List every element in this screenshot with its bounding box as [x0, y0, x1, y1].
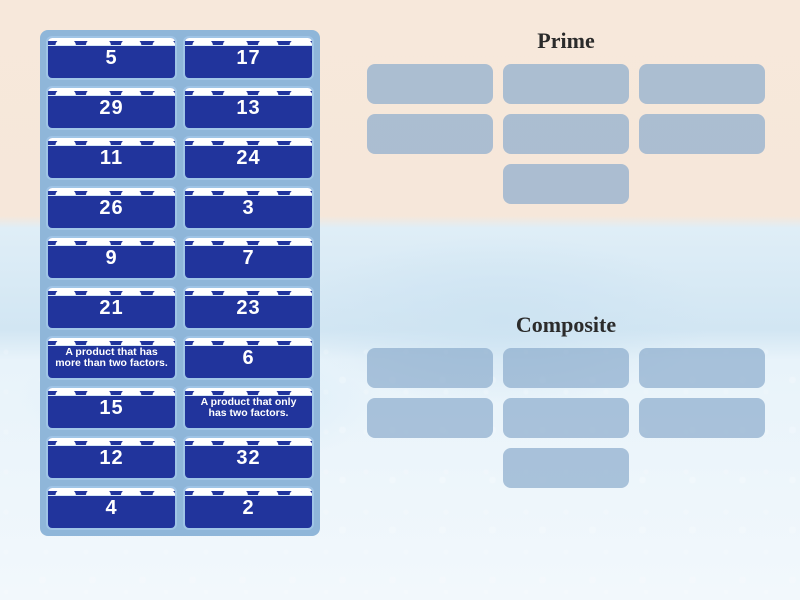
- draggable-tile[interactable]: 15: [46, 386, 177, 430]
- draggable-tile[interactable]: 7: [183, 236, 314, 280]
- tile-label: 26: [93, 196, 129, 221]
- snow-cap: [46, 486, 177, 496]
- tile-label: 9: [99, 246, 123, 271]
- draggable-tile[interactable]: 24: [183, 136, 314, 180]
- draggable-tile[interactable]: 21: [46, 286, 177, 330]
- draggable-tile[interactable]: 4: [46, 486, 177, 530]
- draggable-tile[interactable]: 17: [183, 36, 314, 80]
- composite-drop-slot[interactable]: [367, 348, 493, 388]
- tile-label: 3: [236, 196, 260, 221]
- snow-cap: [183, 436, 314, 446]
- snow-cap: [46, 86, 177, 96]
- draggable-tile[interactable]: 12: [46, 436, 177, 480]
- tile-label: A product that only has two factors.: [185, 395, 312, 421]
- tile-label: 32: [230, 446, 266, 471]
- snow-cap: [183, 286, 314, 296]
- snow-cap: [183, 386, 314, 396]
- prime-drop-slot[interactable]: [503, 114, 629, 154]
- tile-label: 23: [230, 296, 266, 321]
- tile-label: 6: [236, 346, 260, 371]
- draggable-tile[interactable]: 26: [46, 186, 177, 230]
- draggable-tile[interactable]: 6: [183, 336, 314, 380]
- prime-drop-slot[interactable]: [503, 64, 629, 104]
- composite-heading: Composite: [356, 312, 776, 338]
- prime-drop-slot[interactable]: [367, 114, 493, 154]
- snow-cap: [46, 236, 177, 246]
- prime-drop-slot[interactable]: [639, 64, 765, 104]
- composite-drop-slot[interactable]: [367, 398, 493, 438]
- tile-label: 24: [230, 146, 266, 171]
- draggable-tile[interactable]: 32: [183, 436, 314, 480]
- draggable-tile[interactable]: 23: [183, 286, 314, 330]
- snow-cap: [46, 436, 177, 446]
- prime-drop-slot[interactable]: [639, 114, 765, 154]
- draggable-tile[interactable]: 5: [46, 36, 177, 80]
- tile-label: 11: [94, 146, 129, 171]
- snow-cap: [183, 236, 314, 246]
- tile-label: 13: [230, 96, 266, 121]
- drop-group-composite: Composite: [356, 312, 776, 488]
- snow-cap: [183, 86, 314, 96]
- draggable-tile[interactable]: 3: [183, 186, 314, 230]
- draggable-tile[interactable]: 2: [183, 486, 314, 530]
- draggable-tile[interactable]: 9: [46, 236, 177, 280]
- tile-label: 7: [236, 246, 260, 271]
- tile-label: 2: [236, 496, 260, 521]
- snow-cap: [46, 286, 177, 296]
- tile-label: 21: [93, 296, 129, 321]
- draggable-tile[interactable]: 13: [183, 86, 314, 130]
- tile-label: 29: [93, 96, 129, 121]
- composite-slots: [356, 348, 776, 488]
- composite-drop-slot[interactable]: [503, 398, 629, 438]
- snow-cap: [46, 386, 177, 396]
- snow-cap: [46, 186, 177, 196]
- prime-heading: Prime: [356, 28, 776, 54]
- tile-label: 15: [93, 396, 129, 421]
- draggable-tile[interactable]: A product that has more than two factors…: [46, 336, 177, 380]
- composite-drop-slot[interactable]: [503, 448, 629, 488]
- draggable-tile[interactable]: 11: [46, 136, 177, 180]
- draggable-tile[interactable]: A product that only has two factors.: [183, 386, 314, 430]
- composite-drop-slot[interactable]: [639, 348, 765, 388]
- prime-drop-slot[interactable]: [503, 164, 629, 204]
- snow-cap: [183, 186, 314, 196]
- composite-drop-slot[interactable]: [639, 398, 765, 438]
- tiles-panel: 51729131124263972123A product that has m…: [40, 30, 320, 536]
- snow-cap: [46, 336, 177, 346]
- snow-cap: [46, 36, 177, 46]
- snow-cap: [183, 136, 314, 146]
- draggable-tile[interactable]: 29: [46, 86, 177, 130]
- tile-label: A product that has more than two factors…: [48, 345, 175, 371]
- tile-label: 4: [99, 496, 123, 521]
- prime-slots: [356, 64, 776, 204]
- drop-group-prime: Prime: [356, 28, 776, 204]
- prime-drop-slot[interactable]: [367, 64, 493, 104]
- snow-cap: [46, 136, 177, 146]
- snow-cap: [183, 336, 314, 346]
- tile-label: 5: [99, 46, 123, 71]
- composite-drop-slot[interactable]: [503, 348, 629, 388]
- snow-cap: [183, 486, 314, 496]
- snow-cap: [183, 36, 314, 46]
- tile-label: 17: [230, 46, 266, 71]
- tile-label: 12: [93, 446, 129, 471]
